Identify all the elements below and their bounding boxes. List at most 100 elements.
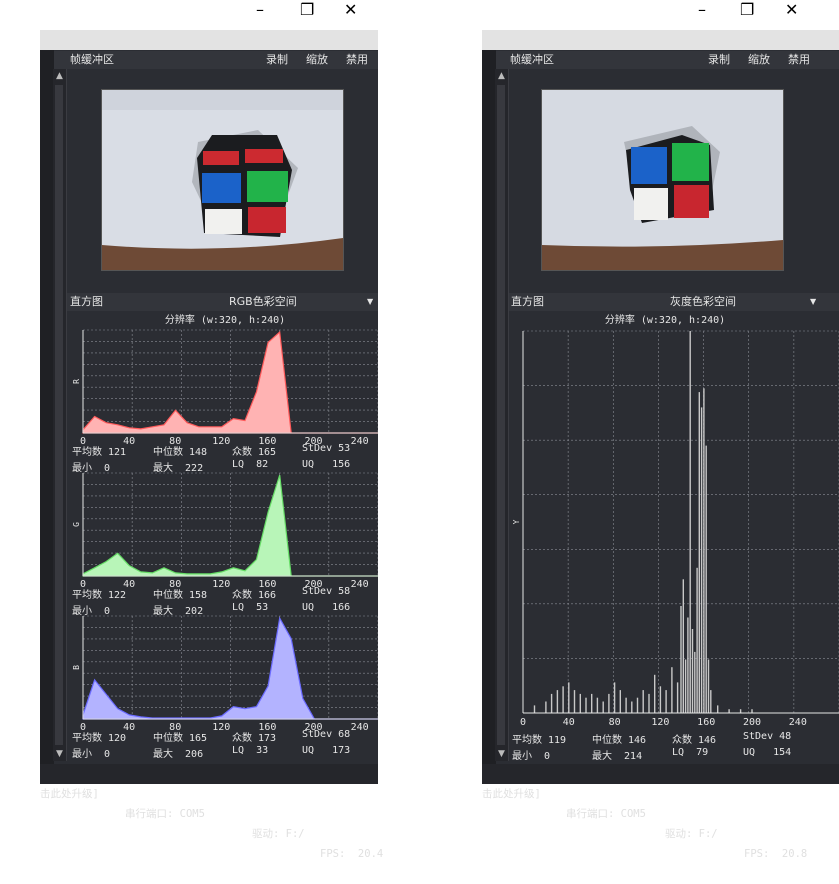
histogram-title: 直方图 [511, 293, 544, 311]
stat-mode: 众数 146 [672, 731, 716, 746]
histogram-bar [665, 690, 666, 713]
stat-lq: LQ 53 [232, 602, 268, 613]
scroll-down-icon[interactable]: ▼ [495, 747, 508, 761]
frame-buffer-header: 帧缓冲区 录制 缩放 禁用 [496, 51, 839, 69]
stat-median: 中位数 148 [153, 443, 207, 458]
zoom-button[interactable]: 缩放 [306, 51, 328, 69]
minimize-icon[interactable]: – [698, 0, 718, 30]
right-status-bar: 击此处升级] 串行端口: COM5 驱动: F:/ FPS: 20.8 [482, 764, 839, 784]
stat-stdev: StDev 68 [302, 729, 350, 740]
histogram-bar [585, 698, 586, 713]
zoom-button[interactable]: 缩放 [748, 51, 770, 69]
histogram-bar [654, 675, 655, 713]
x-tick-label: 120 [212, 722, 230, 733]
disable-button[interactable]: 禁用 [788, 51, 810, 69]
histogram-bar [534, 705, 535, 713]
histogram-title: 直方图 [70, 293, 103, 311]
histogram-bar [637, 698, 638, 713]
stat-mean: 平均数 121 [72, 443, 126, 458]
stat-stdev: StDev 58 [302, 586, 350, 597]
histogram-bar [603, 702, 604, 714]
histogram-bar [614, 682, 615, 713]
histogram-bar [703, 388, 704, 713]
histogram-bar [728, 709, 729, 713]
stat-min: 最小 0 [72, 745, 110, 760]
upgrade-link[interactable]: 击此处升级] [40, 784, 99, 804]
histogram-bar [717, 705, 718, 713]
camera-frame-picture [542, 90, 783, 270]
disable-button[interactable]: 禁用 [346, 51, 368, 69]
y-axis-label: B [72, 665, 81, 670]
x-tick-label: 120 [651, 717, 669, 728]
stat-stdev: StDev 53 [302, 443, 350, 454]
drive-label: 驱动: F:/ [665, 824, 718, 844]
minimize-icon[interactable]: – [256, 0, 276, 30]
scroll-up-icon[interactable]: ▲ [53, 69, 66, 83]
stat-mean: 平均数 120 [72, 729, 126, 744]
frame-buffer-image [541, 89, 784, 271]
frame-buffer-header: 帧缓冲区 录制 缩放 禁用 [54, 51, 378, 69]
right-window: – ❐ ✕ 帧缓冲区 录制 缩放 禁用 ▲ ▼ 直方图 灰度色彩空间 ▼ 分辨率… [482, 0, 839, 796]
drive-label: 驱动: F:/ [252, 824, 305, 844]
histogram-bar [643, 690, 644, 713]
fps-label: FPS: 20.8 [744, 844, 807, 864]
stat-lq: LQ 79 [672, 747, 708, 758]
histogram-bar [694, 652, 695, 713]
x-tick-label: 80 [609, 717, 621, 728]
frame-buffer-title: 帧缓冲区 [70, 51, 114, 69]
color-space-select[interactable]: RGB色彩空间 [229, 293, 297, 311]
maximize-icon[interactable]: ❐ [740, 0, 760, 30]
x-tick-label: 240 [789, 717, 807, 728]
stat-uq: UQ 173 [302, 745, 350, 756]
histogram-bar [699, 392, 700, 713]
chevron-down-icon[interactable]: ▼ [367, 293, 373, 311]
frame-buffer-title: 帧缓冲区 [510, 51, 554, 69]
x-tick-label: 240 [351, 579, 369, 590]
histogram-bar [671, 667, 672, 713]
histogram-bar [696, 568, 697, 713]
histogram-bar [545, 702, 546, 714]
right-toolbar-band [482, 30, 839, 50]
serial-port-label: 串行端口: COM5 [125, 804, 205, 824]
stat-mode: 众数 173 [232, 729, 276, 744]
histogram-bar [751, 709, 752, 713]
stat-mean: 平均数 122 [72, 586, 126, 601]
stat-median: 中位数 165 [153, 729, 207, 744]
stat-max: 最大 202 [153, 602, 203, 617]
stat-lq: LQ 82 [232, 459, 268, 470]
record-button[interactable]: 录制 [266, 51, 288, 69]
histogram-bar [692, 629, 693, 713]
stat-min: 最小 0 [512, 747, 550, 762]
histogram-bar [690, 331, 691, 713]
histogram-bar [680, 606, 681, 713]
maximize-icon[interactable]: ❐ [300, 0, 320, 30]
y-axis-label: R [72, 379, 81, 384]
histogram-bar [557, 690, 558, 713]
stat-max: 最大 214 [592, 747, 642, 762]
record-button[interactable]: 录制 [708, 51, 730, 69]
upgrade-link[interactable]: 击此处升级] [482, 784, 541, 804]
stat-uq: UQ 154 [743, 747, 791, 758]
stat-mode: 众数 165 [232, 443, 276, 458]
x-tick-label: 40 [563, 717, 575, 728]
histogram-bar [685, 660, 686, 714]
histogram-bar [574, 690, 575, 713]
left-title-bar [40, 0, 378, 30]
stat-min: 最小 0 [72, 459, 110, 474]
left-toolbar-band [40, 30, 378, 50]
stat-median: 中位数 146 [592, 731, 646, 746]
histogram-bar [701, 407, 702, 713]
chevron-down-icon[interactable]: ▼ [810, 293, 816, 311]
close-icon[interactable]: ✕ [344, 0, 364, 30]
x-tick-label: 120 [212, 436, 230, 447]
stat-uq: UQ 166 [302, 602, 350, 613]
color-space-select[interactable]: 灰度色彩空间 [670, 293, 736, 311]
fps-label: FPS: 20.4 [320, 844, 383, 864]
scroll-up-icon[interactable]: ▲ [495, 69, 508, 83]
histogram-bar [591, 694, 592, 713]
close-icon[interactable]: ✕ [785, 0, 805, 30]
histogram-bar [580, 694, 581, 713]
histogram-bar [708, 660, 709, 714]
histogram-bar [625, 698, 626, 713]
